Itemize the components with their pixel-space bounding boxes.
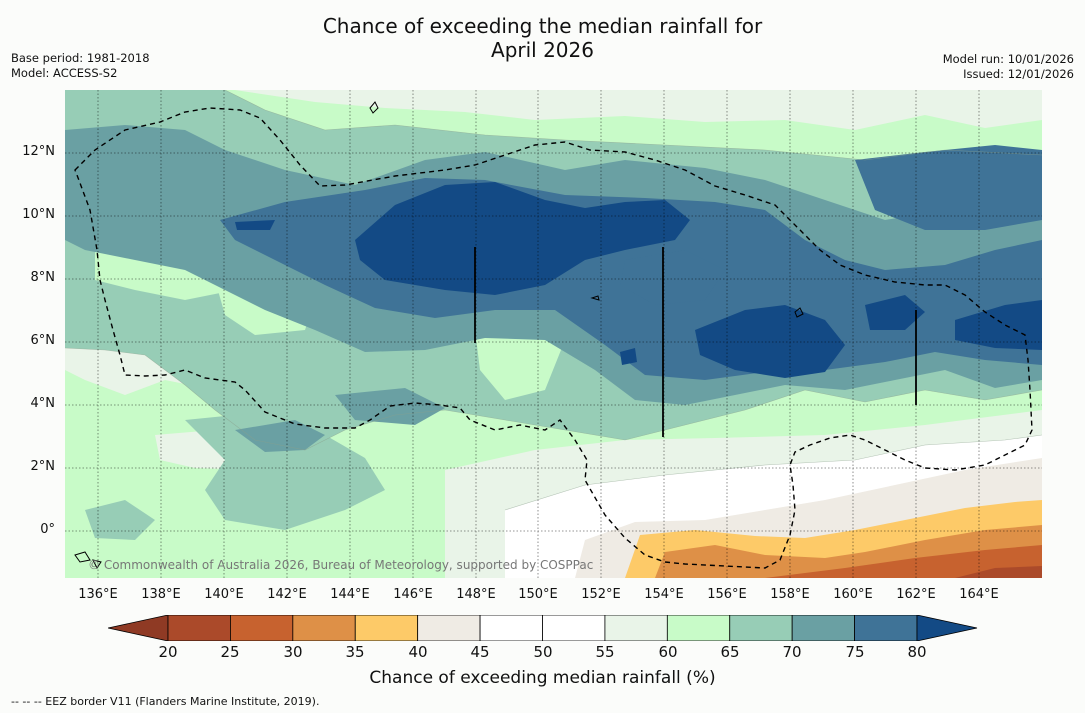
colorbar-tick: 35 (345, 643, 365, 661)
lat-label: 6°N (30, 333, 56, 348)
region-60-pocket3 (475, 320, 565, 400)
colorbar-tick: 40 (408, 643, 428, 661)
colorbar-cell (292, 615, 356, 641)
title-line-1: Chance of exceeding the median rainfall … (322, 14, 763, 38)
island-top (369, 101, 379, 114)
colorbar-cell (417, 615, 481, 641)
colorbar-cell (854, 615, 918, 641)
lon-label: 158°E (770, 587, 810, 602)
colorbar-cell (479, 615, 543, 641)
lat-label: 0° (40, 522, 55, 537)
region-70-sw (235, 420, 325, 452)
eez-border-west (74, 107, 1033, 569)
region-65-sw (185, 412, 385, 530)
lon-label: 148°E (456, 587, 496, 602)
lon-label: 154°E (644, 587, 684, 602)
region-65-bl (85, 500, 155, 540)
coastlines (74, 101, 804, 569)
colorbar-cell (167, 615, 231, 641)
colorbar-cell (542, 615, 606, 641)
eez-borders (74, 107, 1033, 569)
lon-label: 144°E (330, 587, 370, 602)
colorbar-tick: 55 (595, 643, 615, 661)
region-55-top (235, 90, 1042, 130)
contour-line-2 (504, 434, 1042, 511)
region-80-edge (955, 300, 1042, 350)
region-75-e (620, 250, 725, 305)
colorbar-cells (167, 615, 918, 641)
lon-label: 138°E (141, 587, 181, 602)
colorbar-tick: 65 (720, 643, 740, 661)
region-70-sw2 (335, 388, 445, 425)
model-info: Base period: 1981-2018 Model: ACCESS-S2 (11, 51, 150, 81)
lon-label: 150°E (518, 587, 558, 602)
model-name: Model: ACCESS-S2 (11, 66, 118, 80)
island-south (74, 551, 102, 569)
lon-label: 140°E (204, 587, 244, 602)
colorbar-tick: 20 (158, 643, 178, 661)
lat-label: 12°N (22, 144, 55, 159)
contour-lines (65, 90, 1042, 511)
colorbar-cell (354, 615, 419, 641)
colorbar-cell (604, 615, 668, 641)
colorbar-cell (666, 615, 731, 641)
issued-date: Issued: 12/01/2026 (963, 67, 1074, 81)
colorbar-tick: 75 (845, 643, 865, 661)
colorbar-tick: 45 (470, 643, 490, 661)
colorbar (108, 615, 978, 641)
colorbar-tick: 60 (658, 643, 678, 661)
lon-label: 162°E (896, 587, 936, 602)
base-period: Base period: 1981-2018 (11, 51, 150, 65)
model-run-date: Model run: 10/01/2026 (942, 52, 1074, 66)
copyright-notice: © Commonwealth of Australia 2026, Bureau… (88, 558, 594, 572)
colorbar-cell (791, 615, 855, 641)
region-80-spot (620, 348, 637, 365)
rainfall-map (65, 90, 1042, 578)
boundary-lines (474, 247, 917, 437)
lat-label: 8°N (30, 270, 56, 285)
colorbar-high-arrow (916, 615, 978, 641)
title-line-2: April 2026 (491, 38, 594, 62)
lon-label: 164°E (959, 587, 999, 602)
lon-label: 152°E (581, 587, 621, 602)
lon-label: 156°E (707, 587, 747, 602)
region-80-far-east (865, 295, 925, 330)
run-info: Model run: 10/01/2026 Issued: 12/01/2026 (943, 52, 1074, 82)
region-20 (955, 566, 1042, 578)
island-mid (590, 295, 600, 301)
map-svg (65, 90, 1042, 578)
colorbar-tick: 50 (533, 643, 553, 661)
colorbar-tick: 25 (220, 643, 240, 661)
gridlines (65, 90, 1042, 578)
colorbar-tick: 70 (782, 643, 802, 661)
lat-label: 2°N (30, 459, 56, 474)
colorbar-tick: 30 (283, 643, 303, 661)
region-80-east (695, 305, 845, 378)
lon-label: 142°E (267, 587, 307, 602)
island-east (794, 307, 804, 318)
map-title: Chance of exceeding the median rainfall … (0, 14, 1085, 62)
colorbar-tick: 80 (907, 643, 927, 661)
lon-label: 160°E (833, 587, 873, 602)
colorbar-cell (729, 615, 793, 641)
contour-line-1 (65, 347, 1042, 451)
lat-label: 10°N (22, 207, 55, 222)
region-80-west (235, 220, 275, 230)
colorbar-low-arrow (108, 615, 169, 641)
region-75-ne (855, 145, 1042, 230)
lat-label: 4°N (30, 396, 56, 411)
contour-line-3 (224, 90, 1042, 161)
region-25 (765, 545, 1042, 578)
colorbar-title: Chance of exceeding median rainfall (%) (369, 668, 716, 688)
lon-label: 136°E (78, 587, 118, 602)
lon-label: 146°E (393, 587, 433, 602)
eez-footnote: -- -- -- EEZ border V11 (Flanders Marine… (11, 695, 320, 708)
region-80-centre (355, 182, 690, 295)
colorbar-cell (230, 615, 294, 641)
